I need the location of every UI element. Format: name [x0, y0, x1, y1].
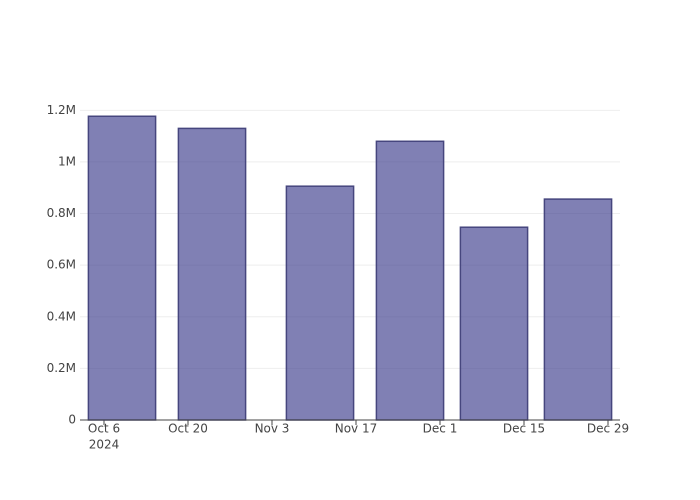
bar — [285, 185, 355, 421]
x-tick-label: Dec 15 — [503, 422, 545, 436]
bar — [459, 226, 529, 421]
x-year-label: 2024 — [89, 438, 120, 452]
bar — [375, 140, 445, 421]
bar — [543, 198, 613, 421]
y-tick-label: 1.2M — [47, 103, 76, 117]
y-tick-label: 0 — [68, 413, 76, 427]
x-tick-label: Dec 1 — [423, 422, 458, 436]
x-tick-label: Nov 3 — [255, 422, 290, 436]
y-tick-label: 0.2M — [47, 361, 76, 375]
bar — [177, 127, 247, 421]
x-tick-label: Oct 6 — [88, 422, 120, 436]
y-tick-label: 1M — [58, 154, 76, 168]
bar — [87, 115, 157, 421]
x-tick-label: Oct 20 — [168, 422, 208, 436]
y-tick-label: 0.4M — [47, 309, 76, 323]
y-tick-label: 0.6M — [47, 258, 76, 272]
x-tick-label: Dec 29 — [587, 422, 629, 436]
x-tick-label: Nov 17 — [335, 422, 378, 436]
y-tick-label: 0.8M — [47, 206, 76, 220]
